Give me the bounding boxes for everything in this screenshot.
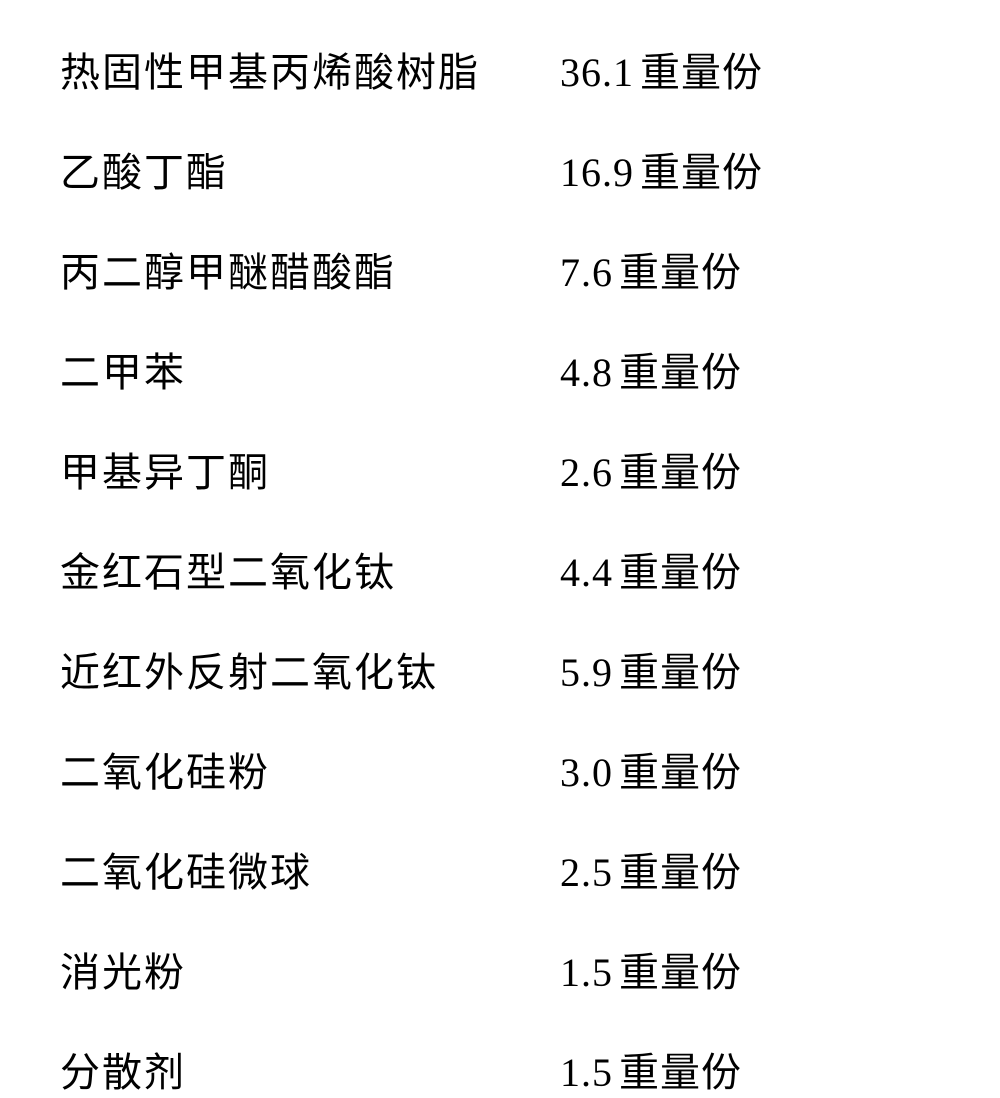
amount-number: 1.5 — [560, 1050, 613, 1095]
amount-unit: 重量份 — [619, 350, 742, 395]
ingredient-name: 二氧化硅微球 — [60, 840, 560, 898]
ingredient-amount: 2.6重量份 — [560, 440, 742, 498]
amount-unit: 重量份 — [640, 150, 763, 195]
amount-unit: 重量份 — [619, 750, 742, 795]
ingredient-name: 热固性甲基丙烯酸树脂 — [60, 40, 560, 98]
amount-number: 5.9 — [560, 650, 613, 695]
amount-number: 36.1 — [560, 50, 634, 95]
amount-unit: 重量份 — [619, 550, 742, 595]
ingredient-amount: 16.9重量份 — [560, 140, 763, 198]
ingredient-name: 甲基异丁酮 — [60, 440, 560, 498]
table-row: 热固性甲基丙烯酸树脂 36.1重量份 — [60, 40, 940, 98]
ingredient-table: 热固性甲基丙烯酸树脂 36.1重量份 乙酸丁酯 16.9重量份 丙二醇甲醚醋酸酯… — [60, 40, 940, 1098]
ingredient-name: 分散剂 — [60, 1040, 560, 1098]
ingredient-name: 二甲苯 — [60, 340, 560, 398]
amount-number: 3.0 — [560, 750, 613, 795]
amount-number: 2.5 — [560, 850, 613, 895]
ingredient-amount: 7.6重量份 — [560, 240, 742, 298]
amount-unit: 重量份 — [640, 50, 763, 95]
table-row: 丙二醇甲醚醋酸酯 7.6重量份 — [60, 240, 940, 298]
table-row: 二氧化硅微球 2.5重量份 — [60, 840, 940, 898]
table-row: 乙酸丁酯 16.9重量份 — [60, 140, 940, 198]
table-row: 消光粉 1.5重量份 — [60, 940, 940, 998]
amount-unit: 重量份 — [619, 250, 742, 295]
table-row: 二氧化硅粉 3.0重量份 — [60, 740, 940, 798]
ingredient-amount: 1.5重量份 — [560, 940, 742, 998]
ingredient-name: 消光粉 — [60, 940, 560, 998]
amount-number: 2.6 — [560, 450, 613, 495]
table-row: 分散剂 1.5重量份 — [60, 1040, 940, 1098]
ingredient-amount: 4.4重量份 — [560, 540, 742, 598]
amount-unit: 重量份 — [619, 850, 742, 895]
ingredient-name: 金红石型二氧化钛 — [60, 540, 560, 598]
ingredient-amount: 5.9重量份 — [560, 640, 742, 698]
table-row: 二甲苯 4.8重量份 — [60, 340, 940, 398]
amount-number: 1.5 — [560, 950, 613, 995]
ingredient-amount: 4.8重量份 — [560, 340, 742, 398]
table-row: 金红石型二氧化钛 4.4重量份 — [60, 540, 940, 598]
amount-number: 16.9 — [560, 150, 634, 195]
table-row: 近红外反射二氧化钛 5.9重量份 — [60, 640, 940, 698]
amount-unit: 重量份 — [619, 450, 742, 495]
amount-number: 4.4 — [560, 550, 613, 595]
ingredient-name: 丙二醇甲醚醋酸酯 — [60, 240, 560, 298]
ingredient-amount: 3.0重量份 — [560, 740, 742, 798]
amount-unit: 重量份 — [619, 1050, 742, 1095]
ingredient-amount: 1.5重量份 — [560, 1040, 742, 1098]
ingredient-name: 乙酸丁酯 — [60, 140, 560, 198]
ingredient-amount: 36.1重量份 — [560, 40, 763, 98]
table-row: 甲基异丁酮 2.6重量份 — [60, 440, 940, 498]
ingredient-name: 近红外反射二氧化钛 — [60, 640, 560, 698]
ingredient-name: 二氧化硅粉 — [60, 740, 560, 798]
amount-number: 7.6 — [560, 250, 613, 295]
amount-unit: 重量份 — [619, 950, 742, 995]
amount-unit: 重量份 — [619, 650, 742, 695]
ingredient-amount: 2.5重量份 — [560, 840, 742, 898]
amount-number: 4.8 — [560, 350, 613, 395]
